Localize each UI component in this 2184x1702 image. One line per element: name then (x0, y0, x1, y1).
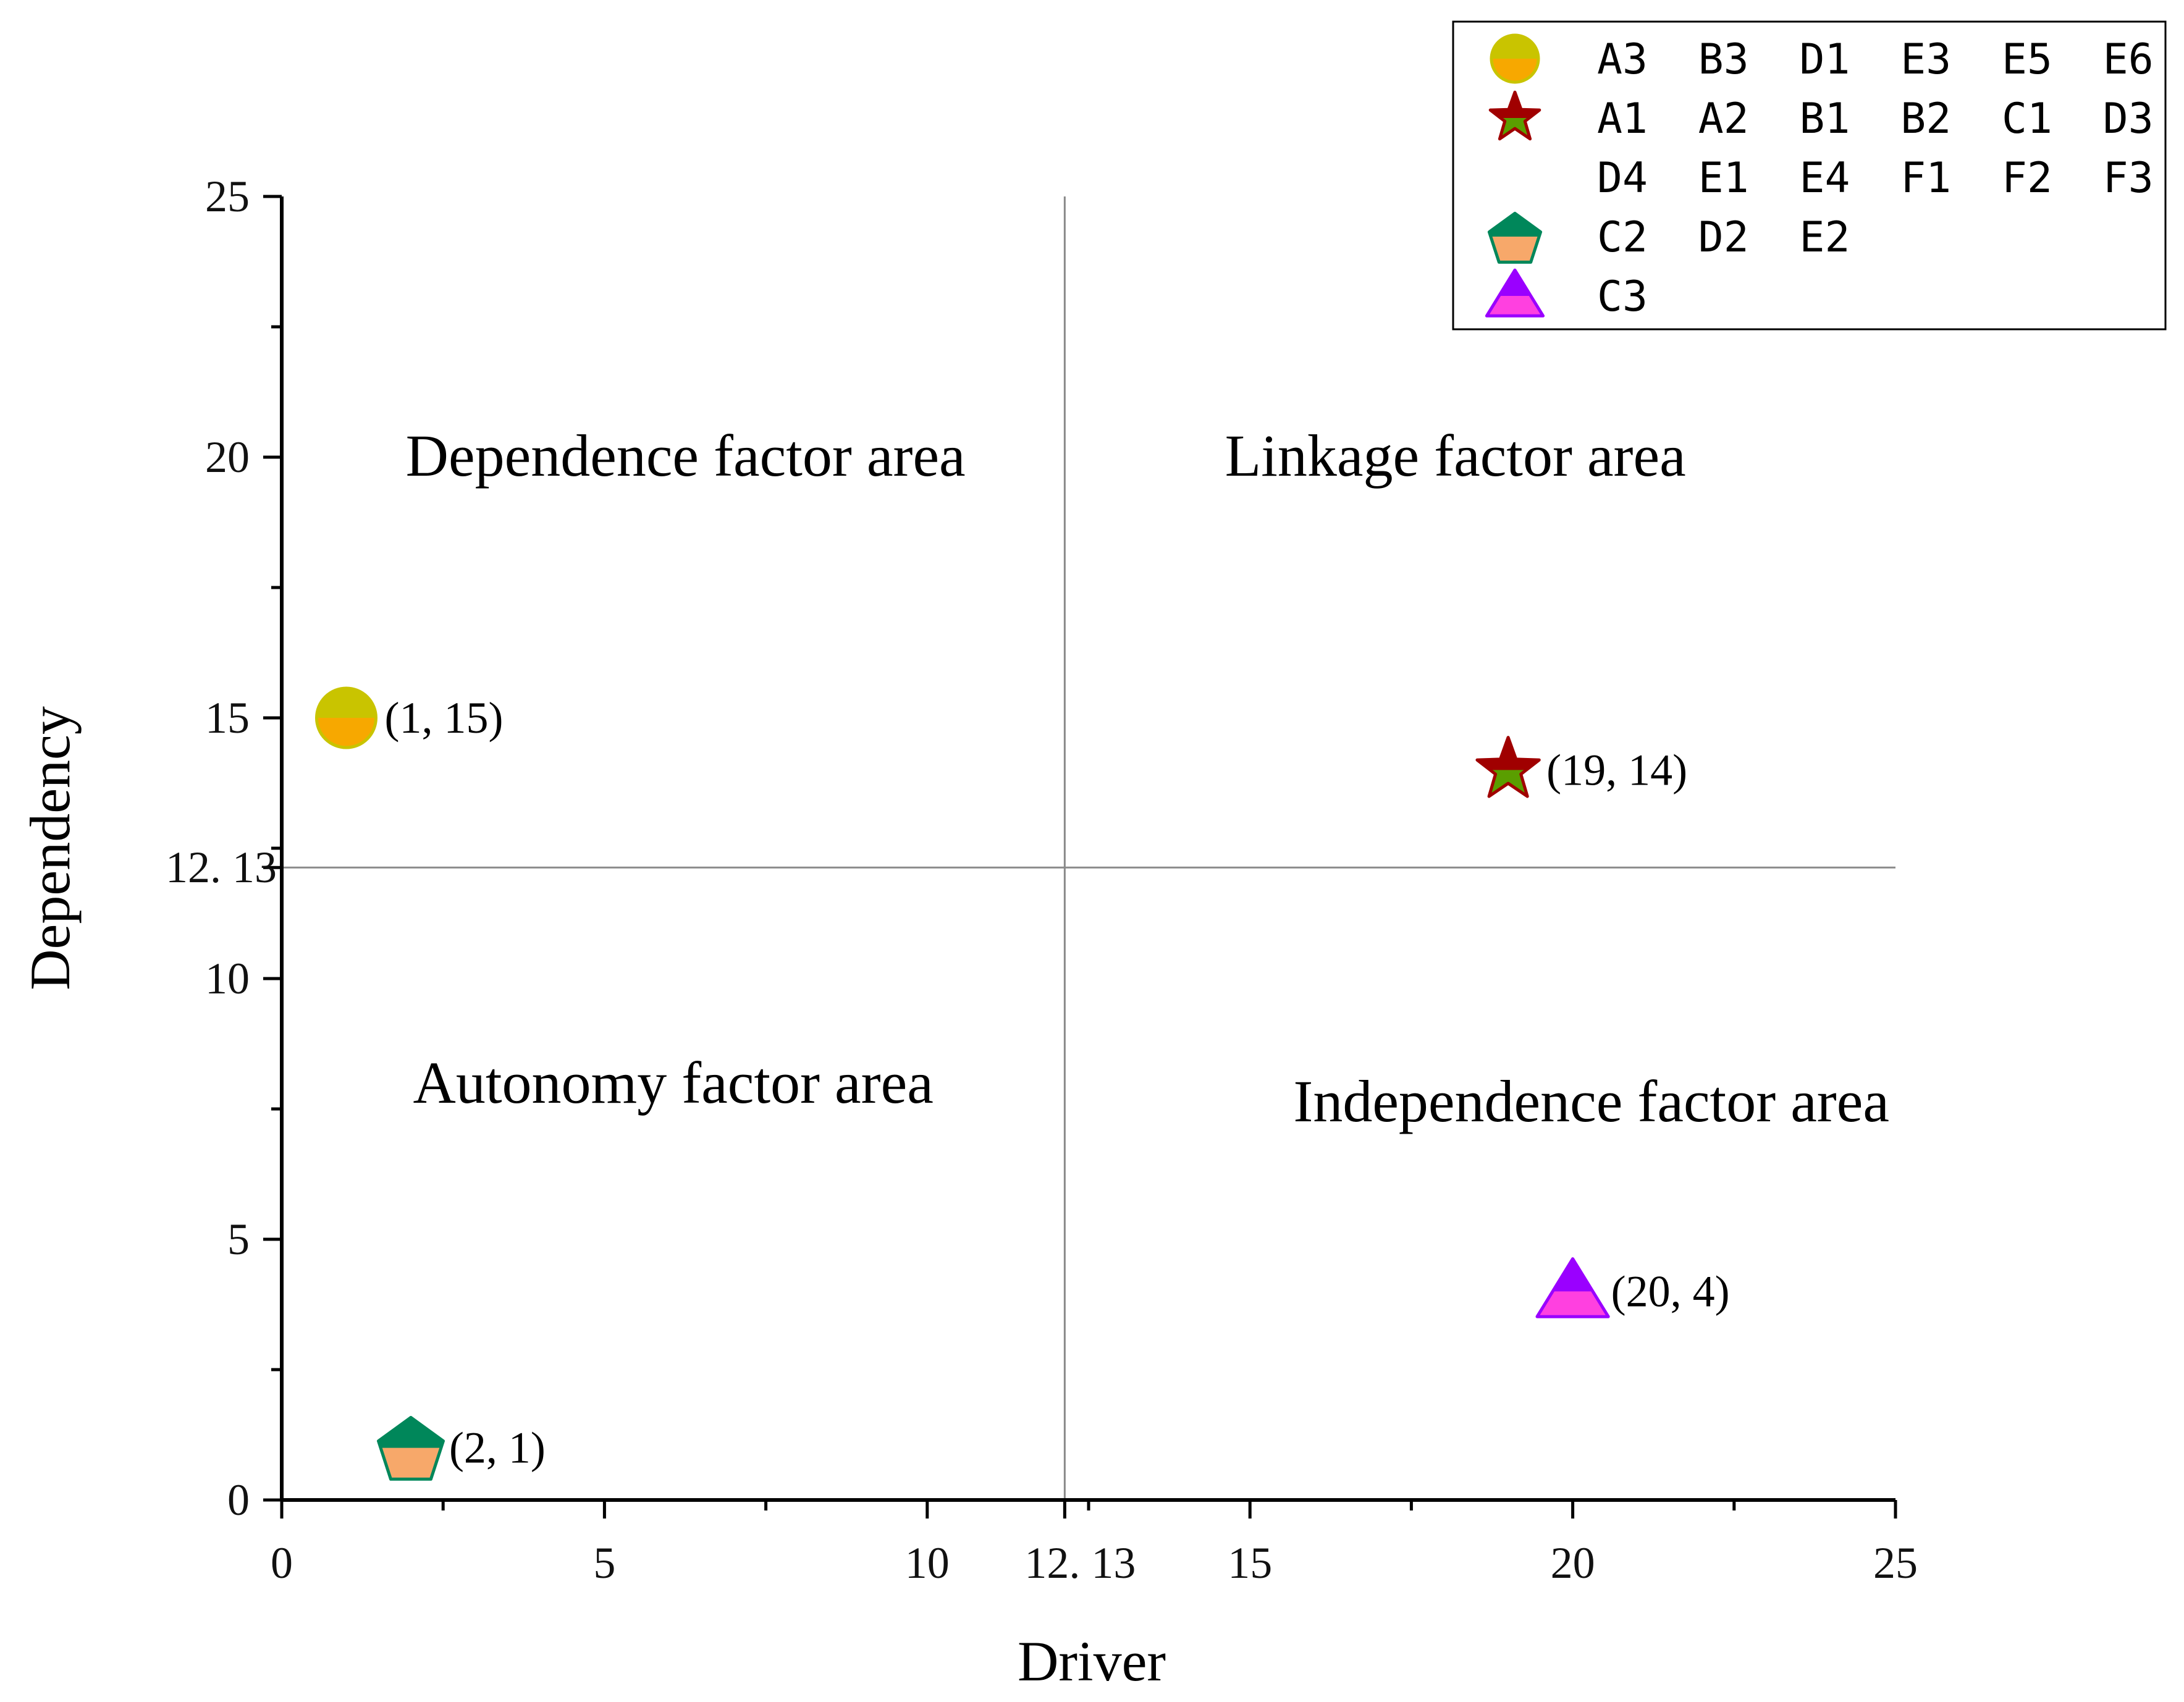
point-label: (2, 1) (449, 1423, 546, 1473)
legend-marker-triangle (1485, 268, 1545, 318)
legend-entry: A3 B3 D1 E3 E5 E6 (1597, 35, 2154, 84)
x-axis-title: Driver (1018, 1630, 1166, 1693)
legend-entry: D4 E1 E4 F1 F2 F3 F4 (1597, 154, 2184, 203)
region-label-bottom-left: Autonomy factor area (413, 1050, 934, 1116)
y-tick-label: 10 (205, 954, 250, 1003)
legend-box (1452, 20, 2167, 331)
legend-marker-circle (1490, 33, 1540, 84)
point-pentagon (377, 1415, 445, 1481)
point-triangle (1535, 1257, 1610, 1318)
point-label: (19, 14) (1546, 745, 1687, 794)
legend-marker-pentagon (1487, 211, 1543, 264)
y-tick-label: 5 (227, 1215, 250, 1264)
x-threshold-label: 12. 13 (1024, 1538, 1136, 1588)
legend: A3 B3 D1 E3 E5 E6 A1 A2 B1 B2 C1 D3 D4 E1 … (1452, 20, 2184, 331)
y-tick-label: 15 (205, 693, 250, 743)
legend-entry: C3 (1597, 272, 1648, 321)
y-tick-label: 25 (205, 172, 250, 221)
legend-marker-star (1488, 90, 1541, 141)
region-label-top-right: Linkage factor area (1225, 423, 1686, 489)
x-tick-label: 20 (1551, 1538, 1595, 1588)
legend-entry: A1 A2 B1 B2 C1 D3 (1597, 95, 2154, 143)
y-tick-label: 20 (205, 432, 250, 482)
region-label-top-left: Dependence factor area (406, 423, 966, 489)
legend-entry: C2 D2 E2 (1597, 213, 1850, 262)
x-tick-label: 5 (593, 1538, 615, 1588)
y-threshold-label: 12. 13 (166, 843, 277, 892)
y-tick-label: 0 (227, 1475, 250, 1525)
x-tick-label: 0 (271, 1538, 293, 1588)
point-circle (314, 686, 377, 749)
axes: 00 5 5 10 10 15 15 20 20 25 25 12. 13 12. 13 (166, 172, 1918, 1588)
point-star (1475, 736, 1541, 798)
x-tick-label: 15 (1228, 1538, 1272, 1588)
x-tick-label: 25 (1873, 1538, 1918, 1588)
point-label: (20, 4) (1611, 1266, 1730, 1316)
threshold-lines (282, 196, 1895, 1500)
region-labels: Dependence factor area Linkage factor are… (406, 423, 1889, 1134)
data-points: (1, 15) (19, 14) (2, 1) (20, 4) (314, 686, 1730, 1481)
x-tick-label: 10 (905, 1538, 950, 1588)
point-label: (1, 15) (384, 693, 503, 743)
y-axis-title: Dependency (19, 706, 82, 990)
region-label-bottom-right: Independence factor area (1293, 1068, 1889, 1134)
